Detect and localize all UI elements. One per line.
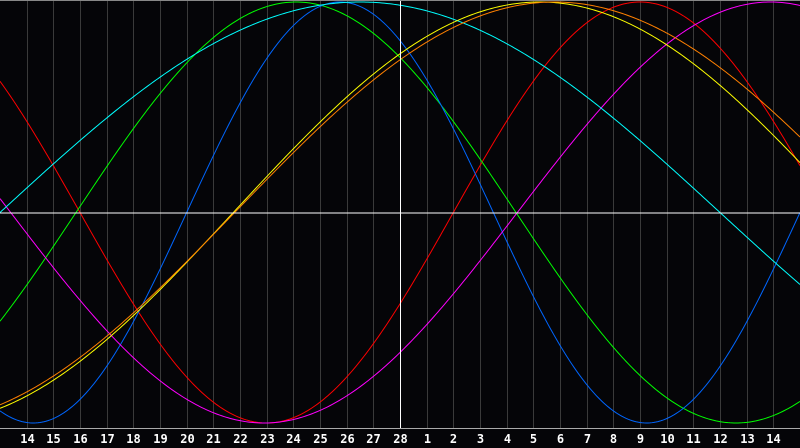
- x-tick-label: 24: [286, 432, 300, 446]
- x-tick-label: 1: [424, 432, 431, 446]
- x-tick-label: 8: [610, 432, 617, 446]
- x-tick-label: 6: [557, 432, 564, 446]
- x-tick-label: 14: [766, 432, 780, 446]
- x-tick-label: 22: [233, 432, 247, 446]
- x-tick-label: 27: [366, 432, 380, 446]
- x-tick-label: 15: [46, 432, 60, 446]
- x-tick-label: 13: [740, 432, 754, 446]
- x-tick-label: 16: [73, 432, 87, 446]
- x-tick-label: 10: [660, 432, 674, 446]
- x-tick-label: 14: [20, 432, 34, 446]
- x-tick-label: 4: [504, 432, 511, 446]
- x-tick-label: 11: [686, 432, 700, 446]
- x-tick-label: 12: [713, 432, 727, 446]
- x-tick-label: 7: [584, 432, 591, 446]
- x-tick-label: 26: [340, 432, 354, 446]
- x-tick-label: 17: [100, 432, 114, 446]
- x-tick-label: 21: [206, 432, 220, 446]
- grid-lines: [27, 0, 774, 428]
- x-tick-label: 9: [637, 432, 644, 446]
- x-tick-label: 23: [260, 432, 274, 446]
- x-tick-labels: 14 15 16 17 18 19 20 21 22 23 24 25 26 27 28 1 2 3 4 5 6 7 8 9 1…: [20, 432, 780, 446]
- x-tick-label: 19: [153, 432, 167, 446]
- x-tick-label: 3: [477, 432, 484, 446]
- x-tick-label: 25: [313, 432, 327, 446]
- x-tick-label: 18: [126, 432, 140, 446]
- x-tick-label: 2: [450, 432, 457, 446]
- x-tick-label: 20: [180, 432, 194, 446]
- x-tick-label: 28: [393, 432, 407, 446]
- x-tick-label: 5: [530, 432, 537, 446]
